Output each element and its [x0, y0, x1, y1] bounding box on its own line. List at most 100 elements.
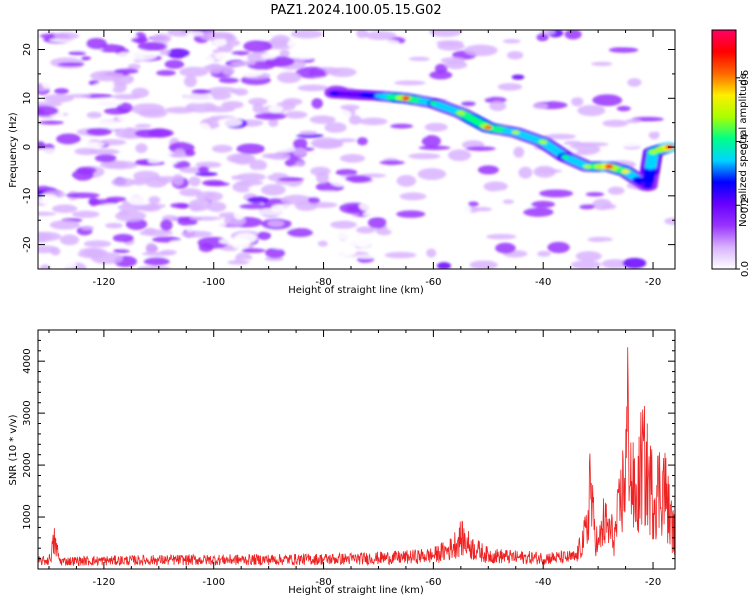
- y-tick-label: -10: [22, 188, 33, 204]
- ridge-point: [330, 91, 339, 96]
- spectrogram-noise-blob: [602, 203, 617, 210]
- spectrogram-noise-blob: [38, 120, 64, 125]
- spectrogram-noise-blob: [164, 59, 185, 69]
- spectrogram-noise-blob: [506, 51, 524, 60]
- spectrogram-noise-blob: [309, 68, 326, 77]
- spectrogram-noise-blob: [602, 119, 629, 127]
- spectrogram-noise-blob: [411, 112, 427, 119]
- y-tick-label: 1000: [22, 504, 33, 529]
- spectrogram-noise-blob: [440, 57, 466, 65]
- spectrogram-y-ticks: -20 -10 0 10 20: [22, 43, 675, 270]
- spectrogram-noise-blob: [166, 48, 190, 59]
- spectrogram-noise-blob: [359, 117, 388, 126]
- spectrogram-noise-blob: [615, 139, 645, 148]
- spectrogram-noise-blob: [257, 231, 272, 241]
- spectrogram-noise-blob: [495, 242, 516, 254]
- ridge-point: [643, 184, 652, 189]
- spectrogram-noise-blob: [356, 226, 376, 234]
- spectrogram-noise-blob: [50, 247, 61, 256]
- spectrogram-noise-blob: [245, 134, 273, 142]
- spectrogram-noise-blob: [89, 97, 123, 107]
- spectrogram-noise-blob: [248, 97, 268, 106]
- spectrogram-noise-blob: [625, 118, 642, 124]
- spectrogram-noise-blob: [180, 230, 213, 238]
- spectrogram-noise-blob: [172, 174, 184, 186]
- spectrogram-noise-blob: [591, 61, 613, 66]
- spectrogram-noise-blob: [574, 142, 609, 147]
- spectrogram-noise-blob: [270, 34, 291, 47]
- spectrogram-noise-blob: [80, 56, 92, 61]
- ridge-point: [374, 93, 383, 98]
- spectrogram-noise-blob: [592, 94, 623, 107]
- spectrogram-noise-blob: [533, 165, 556, 178]
- spectrogram-noise-blob: [594, 30, 613, 36]
- spectrogram-y-label: Frequency (Hz): [8, 112, 19, 188]
- spectrogram-noise-blob: [550, 223, 570, 232]
- spectrogram-noise-blob: [197, 123, 211, 135]
- spectrogram-noise-blob: [502, 199, 514, 204]
- spectrogram-noise-blob: [601, 259, 629, 269]
- spectrogram-noise-blob: [65, 192, 100, 199]
- ridge-point: [649, 149, 658, 154]
- y-tick-label: 0: [22, 144, 33, 150]
- spectrogram-noise-blob: [54, 88, 69, 95]
- spectrogram-noise-blob: [134, 123, 152, 128]
- snr-panel: -120 -100 -80 -60 -40 -20 1000 2000 3000 4000 He…: [8, 329, 676, 596]
- spectrogram-noise-blob: [460, 100, 476, 107]
- spectrogram-noise-blob: [144, 176, 168, 188]
- spectrogram-noise-blob: [276, 71, 302, 84]
- x-tick-label: -60: [425, 577, 441, 588]
- spectrogram-noise-blob: [226, 153, 253, 164]
- spectrogram-noise-blob: [587, 236, 613, 243]
- spectrogram-noise-blob: [43, 94, 74, 103]
- spectrogram-noise-blob: [533, 43, 560, 50]
- spectrogram-noise-blob: [134, 129, 162, 138]
- spectrogram-noise-blob: [143, 257, 170, 266]
- spectrogram-noise-blob: [513, 146, 525, 158]
- spectrogram-noise-blob: [299, 130, 318, 135]
- spectrogram-noise-blob: [388, 259, 420, 268]
- spectrogram-noise-blob: [396, 174, 417, 187]
- spectrogram-noise-blob: [450, 123, 468, 132]
- spectrogram-noise-blob: [188, 198, 211, 211]
- spectrogram-noise-blob: [468, 201, 479, 207]
- spectrogram-noise-blob: [464, 44, 498, 57]
- spectrogram-noise-blob: [227, 260, 250, 265]
- spectrogram-noise-blob: [418, 145, 451, 151]
- spectrogram-noise-blob: [114, 52, 136, 64]
- spectrogram-noise-blob: [472, 207, 492, 212]
- spectrogram-noise-blob: [247, 196, 269, 204]
- spectrogram-noise-blob: [648, 130, 660, 140]
- ridge-point: [484, 125, 493, 130]
- ridge-point: [621, 169, 630, 174]
- snr-y-label: SNR (10 * v/v): [8, 414, 19, 485]
- spectrogram-noise-blob: [185, 136, 208, 144]
- colorbar-tick-label: 0.2: [740, 197, 750, 213]
- spectrogram-noise-blob: [159, 49, 171, 56]
- spectrogram-noise-blob: [83, 248, 104, 258]
- spectrogram-noise-blob: [93, 82, 115, 91]
- spectrogram-noise-blob: [38, 193, 59, 205]
- x-tick-label: -40: [535, 277, 551, 288]
- x-tick-label: -60: [425, 277, 441, 288]
- spectrogram-noise-blob: [455, 204, 472, 216]
- spectrogram-noise-blob: [53, 260, 77, 269]
- spectrogram-noise-blob: [340, 104, 360, 111]
- snr-series-line: [38, 347, 675, 567]
- spectrogram-noise-blob: [577, 105, 606, 117]
- spectrogram-noise-blob: [523, 207, 554, 217]
- spectrogram-noise-blob: [231, 51, 250, 56]
- spectrogram-noise-blob: [195, 161, 222, 168]
- spectrogram-noise-blob: [137, 265, 171, 269]
- spectrogram-noise-blob: [98, 139, 127, 146]
- spectrogram-noise-blob: [94, 154, 117, 163]
- spectrogram-noise-blob: [408, 153, 441, 160]
- spectrogram-x-label: Height of straight line (km): [288, 285, 424, 296]
- spectrogram-noise-blob: [92, 120, 124, 131]
- spectrogram-noise-blob: [38, 105, 59, 117]
- spectrogram-noise-blob: [469, 260, 498, 269]
- spectrogram-noise-blob: [511, 74, 525, 80]
- spectrogram-noise-blob: [267, 219, 285, 228]
